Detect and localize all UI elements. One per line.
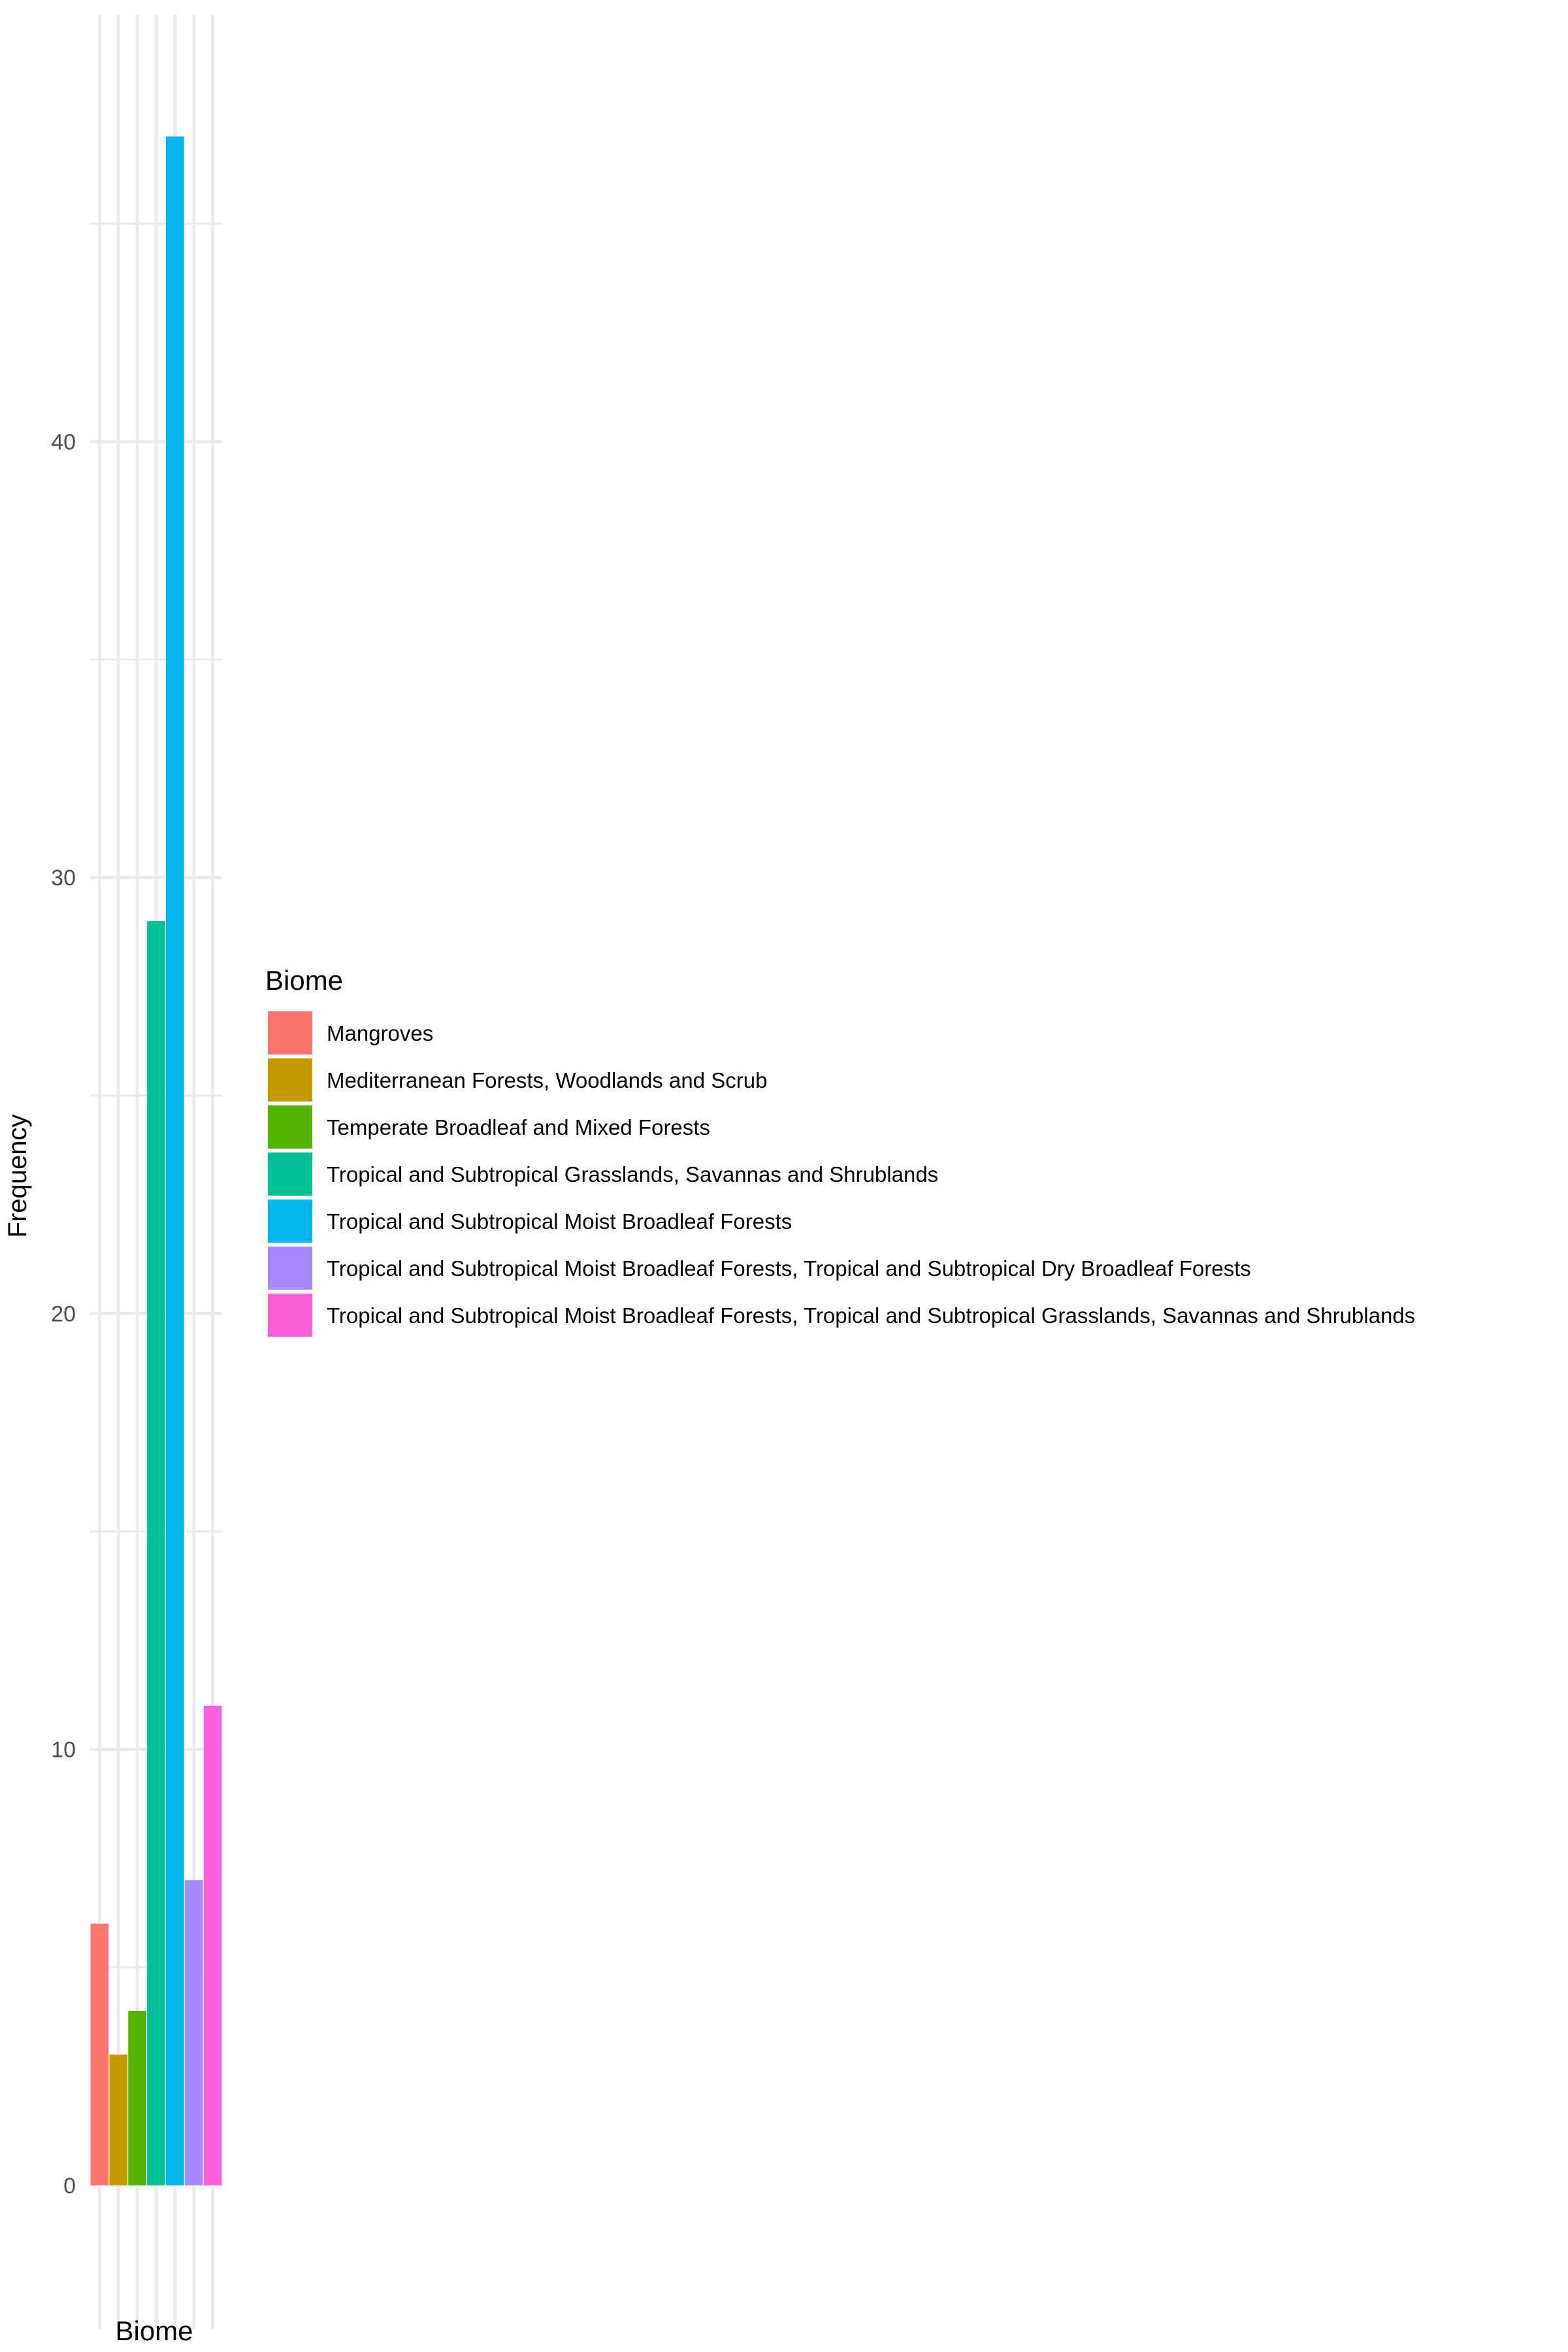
y-tick-label: 40 bbox=[51, 430, 76, 455]
y-tick-label: 20 bbox=[51, 1301, 76, 1326]
bar bbox=[109, 2054, 128, 2185]
bar bbox=[184, 1880, 203, 2185]
y-axis-title: Frequency bbox=[3, 1115, 32, 1238]
legend-label: Mangroves bbox=[327, 1021, 433, 1045]
legend-key bbox=[268, 1058, 312, 1102]
legend-label: Mediterranean Forests, Woodlands and Scr… bbox=[327, 1068, 767, 1092]
legend-label: Tropical and Subtropical Moist Broadleaf… bbox=[327, 1209, 792, 1233]
legend-key bbox=[268, 1200, 312, 1243]
bar bbox=[128, 2010, 146, 2185]
bar bbox=[203, 1705, 222, 2185]
y-tick-label: 0 bbox=[63, 2174, 76, 2198]
y-tick-label: 30 bbox=[51, 866, 76, 890]
bar bbox=[147, 921, 165, 2185]
legend-label: Tropical and Subtropical Moist Broadleaf… bbox=[327, 1256, 1251, 1281]
bars bbox=[90, 136, 222, 2185]
y-tick-label: 10 bbox=[51, 1738, 76, 1763]
legend-key bbox=[268, 1011, 312, 1054]
legend-key bbox=[268, 1247, 312, 1290]
bar bbox=[166, 136, 184, 2185]
legend-key bbox=[268, 1294, 312, 1337]
legend-label: Tropical and Subtropical Grasslands, Sav… bbox=[327, 1162, 938, 1186]
legend-key bbox=[268, 1105, 312, 1149]
bar bbox=[90, 1923, 109, 2185]
legend-key bbox=[268, 1152, 312, 1196]
y-tick-labels: 0 10 20 30 40 bbox=[51, 430, 76, 2198]
legend-items: Mangroves Mediterranean Forests, Woodland… bbox=[268, 1011, 1415, 1337]
legend-label: Temperate Broadleaf and Mixed Forests bbox=[327, 1115, 710, 1139]
legend-title: Biome bbox=[265, 965, 343, 996]
legend-label: Tropical and Subtropical Moist Broadleaf… bbox=[327, 1303, 1415, 1328]
x-axis-title: Biome bbox=[115, 2315, 193, 2346]
legend: Biome Mangroves Mediterranean Forests, Wo… bbox=[265, 965, 1415, 1337]
